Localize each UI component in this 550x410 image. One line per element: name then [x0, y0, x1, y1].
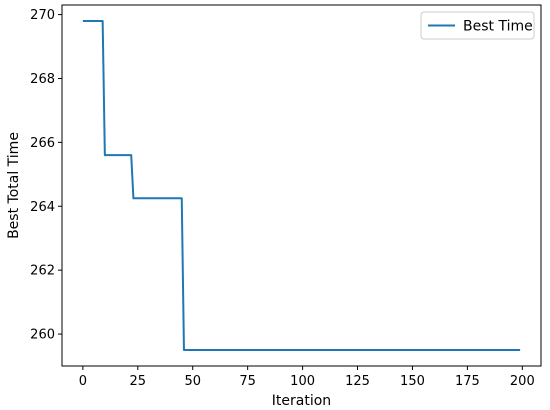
x-tick-label: 175 — [455, 374, 480, 389]
x-tick-label: 150 — [400, 374, 425, 389]
y-tick-label: 268 — [30, 72, 55, 87]
series-line-best-time — [82, 19, 521, 352]
axes: 0 25 50 75 100 125 150 175 200 260 262 264 266 268 270 — [30, 4, 542, 389]
x-axis-label: Iteration — [272, 393, 331, 409]
x-tick-label: 50 — [184, 374, 201, 389]
x-tick-label: 200 — [510, 374, 535, 389]
x-tick-label: 25 — [130, 374, 147, 389]
y-tick-label: 262 — [30, 264, 55, 279]
x-tick-label: 100 — [290, 374, 315, 389]
x-tick-label: 75 — [239, 374, 256, 389]
y-tick-label: 266 — [30, 136, 55, 151]
x-tick-label: 0 — [79, 374, 87, 389]
plot-frame — [61, 4, 542, 367]
y-tick-label: 264 — [30, 200, 55, 215]
y-tick-label: 260 — [30, 328, 55, 343]
legend-box — [420, 11, 535, 40]
y-axis-label: Best Total Time — [6, 132, 22, 239]
plot-area — [82, 19, 521, 352]
y-tick-label: 270 — [30, 8, 55, 23]
legend: Best Time — [420, 11, 535, 40]
x-tick-label: 125 — [345, 374, 370, 389]
legend-label-best-time: Best Time — [463, 19, 533, 35]
